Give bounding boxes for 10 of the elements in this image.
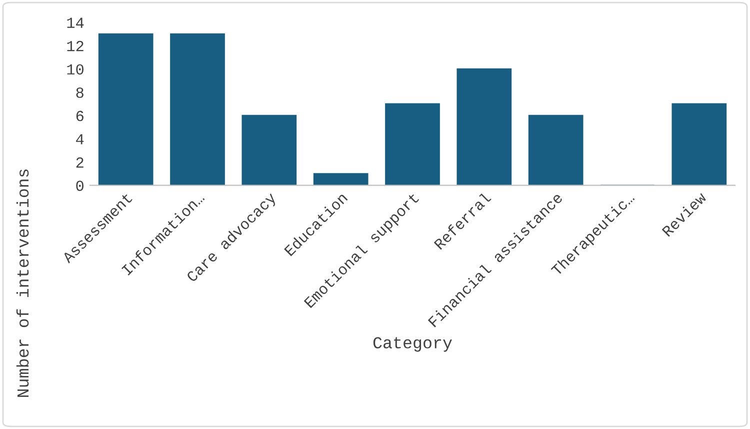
y-tick-label: 10 bbox=[67, 64, 84, 75]
y-tick-label: 4 bbox=[76, 134, 84, 144]
y-tick-label: 12 bbox=[67, 40, 84, 52]
y-axis-title: Number of interventions bbox=[16, 170, 29, 397]
x-axis-title: Category bbox=[373, 337, 452, 352]
y-tick-label: 8 bbox=[76, 87, 84, 98]
y-tick-label: 0 bbox=[76, 180, 84, 192]
y-tick-label: 6 bbox=[76, 110, 84, 122]
y-tick-label: 2 bbox=[76, 157, 84, 168]
y-tick-label: 14 bbox=[67, 18, 84, 28]
